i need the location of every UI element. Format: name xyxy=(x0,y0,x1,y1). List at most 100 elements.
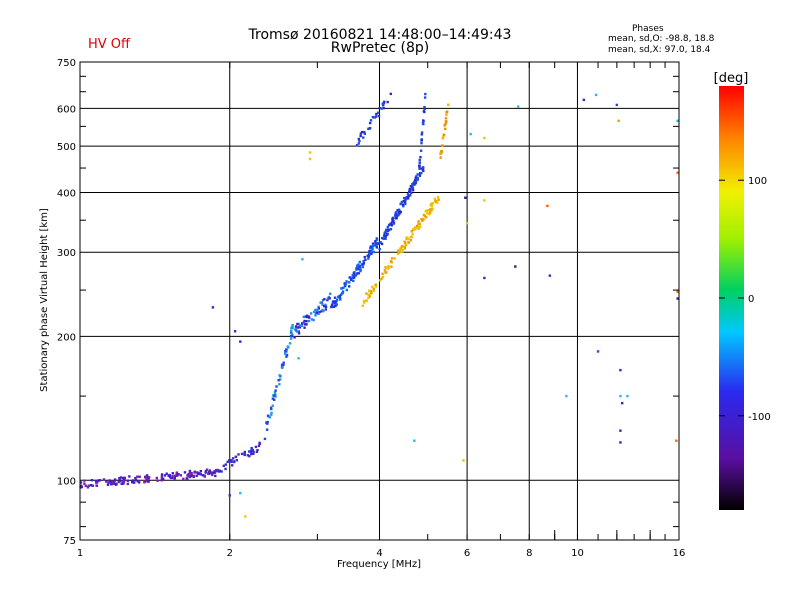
data-point xyxy=(354,274,357,277)
y-tick-label: 75 xyxy=(63,536,76,547)
data-point xyxy=(309,312,313,315)
data-point xyxy=(429,208,432,211)
data-point xyxy=(376,111,380,114)
data-point xyxy=(439,152,442,155)
data-point xyxy=(131,480,134,484)
data-point xyxy=(372,289,375,292)
data-point xyxy=(195,474,198,477)
data-point xyxy=(390,221,394,224)
data-point xyxy=(248,454,251,458)
data-point xyxy=(394,214,397,217)
data-point xyxy=(389,228,393,231)
data-point xyxy=(251,448,255,452)
data-point xyxy=(211,306,215,309)
data-point xyxy=(303,326,306,329)
data-point xyxy=(233,330,237,333)
data-point xyxy=(411,186,415,189)
data-point xyxy=(273,391,277,394)
data-point xyxy=(324,303,327,307)
data-point xyxy=(375,112,378,116)
data-point xyxy=(339,298,342,301)
data-point xyxy=(548,274,552,277)
data-point xyxy=(156,479,159,482)
data-point xyxy=(352,279,355,283)
data-point xyxy=(357,137,361,141)
data-point xyxy=(619,441,622,444)
data-point xyxy=(418,158,422,162)
data-point xyxy=(329,292,332,295)
data-point xyxy=(416,173,419,176)
data-point xyxy=(413,439,416,442)
data-point xyxy=(237,453,240,456)
data-point xyxy=(379,279,382,282)
data-point xyxy=(418,226,421,229)
data-point xyxy=(345,288,349,292)
data-point xyxy=(334,302,337,305)
data-point xyxy=(462,459,465,462)
data-point xyxy=(211,473,214,477)
data-point xyxy=(384,267,388,270)
data-point xyxy=(422,169,425,173)
data-point xyxy=(297,332,301,335)
data-point xyxy=(514,265,517,268)
data-point xyxy=(265,421,268,424)
data-point xyxy=(118,477,121,480)
data-point xyxy=(430,204,433,207)
chart-subtitle: RwPretec (8p) xyxy=(330,40,430,56)
data-point xyxy=(362,136,365,139)
data-point xyxy=(360,130,364,134)
data-point xyxy=(423,107,426,110)
data-point xyxy=(222,464,225,468)
data-point xyxy=(355,268,358,271)
data-point xyxy=(361,265,364,269)
data-point xyxy=(300,322,304,325)
data-point xyxy=(617,119,620,123)
data-point xyxy=(374,239,377,243)
data-point xyxy=(582,98,586,102)
y-tick-label: 200 xyxy=(57,332,76,343)
data-point xyxy=(363,132,367,135)
data-point xyxy=(359,132,363,135)
data-point xyxy=(290,334,294,338)
data-point xyxy=(91,484,94,487)
data-point xyxy=(275,385,278,388)
data-point xyxy=(371,285,374,289)
data-point xyxy=(192,474,195,478)
phases-heading: Phases xyxy=(632,24,664,34)
data-point xyxy=(420,217,423,221)
data-point xyxy=(358,139,361,143)
y-tick-label: 300 xyxy=(57,248,76,259)
data-point xyxy=(282,363,285,366)
data-point xyxy=(281,366,284,369)
data-point xyxy=(175,471,179,474)
colorbar-tick-label: 100 xyxy=(748,176,767,187)
data-point xyxy=(284,350,287,353)
data-point xyxy=(405,196,408,199)
data-point xyxy=(368,295,372,298)
data-point xyxy=(372,287,375,291)
data-point xyxy=(428,211,432,214)
x-tick-label: 6 xyxy=(464,548,470,559)
data-point xyxy=(385,229,388,233)
data-point xyxy=(445,120,448,123)
data-point xyxy=(291,323,294,327)
data-point xyxy=(228,494,231,497)
data-point xyxy=(290,327,293,330)
data-point xyxy=(396,214,399,217)
data-point xyxy=(305,315,309,319)
data-point xyxy=(362,259,365,263)
data-point xyxy=(348,285,351,288)
data-point xyxy=(619,368,622,372)
data-point xyxy=(160,475,164,478)
data-point xyxy=(431,207,434,211)
data-point xyxy=(370,252,373,255)
data-point xyxy=(437,198,440,201)
data-point xyxy=(310,318,314,321)
x-tick-label: 10 xyxy=(571,548,584,559)
data-point xyxy=(359,267,362,270)
data-point xyxy=(323,298,326,301)
colorbar-ticks: 100 0 -100 xyxy=(719,176,771,423)
data-point xyxy=(126,482,130,486)
data-point xyxy=(228,459,231,462)
data-point xyxy=(316,308,319,312)
